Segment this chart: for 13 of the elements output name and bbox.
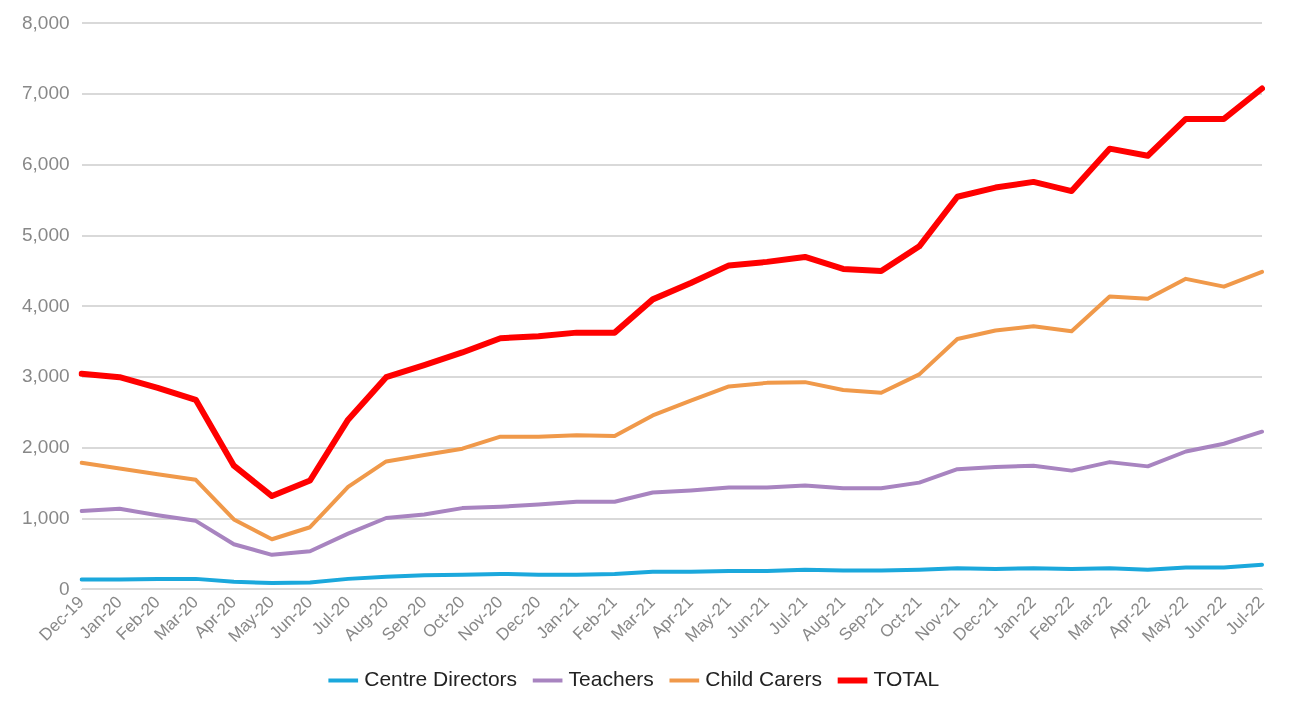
y-tick-label: 4,000	[22, 294, 70, 316]
y-tick-label: 7,000	[22, 82, 70, 104]
y-tick-label: 2,000	[22, 436, 70, 458]
legend-label: Teachers	[568, 667, 654, 691]
y-tick-label: 1,000	[22, 506, 70, 528]
y-tick-label: 6,000	[22, 153, 70, 175]
legend-label: Centre Directors	[364, 667, 518, 691]
legend-label: TOTAL	[873, 667, 940, 691]
y-tick-label: 8,000	[22, 11, 70, 33]
legend-label: Child Carers	[705, 667, 823, 691]
y-tick-label: 5,000	[22, 223, 70, 245]
y-tick-label: 3,000	[22, 365, 70, 387]
y-tick-label: 0	[58, 577, 70, 599]
